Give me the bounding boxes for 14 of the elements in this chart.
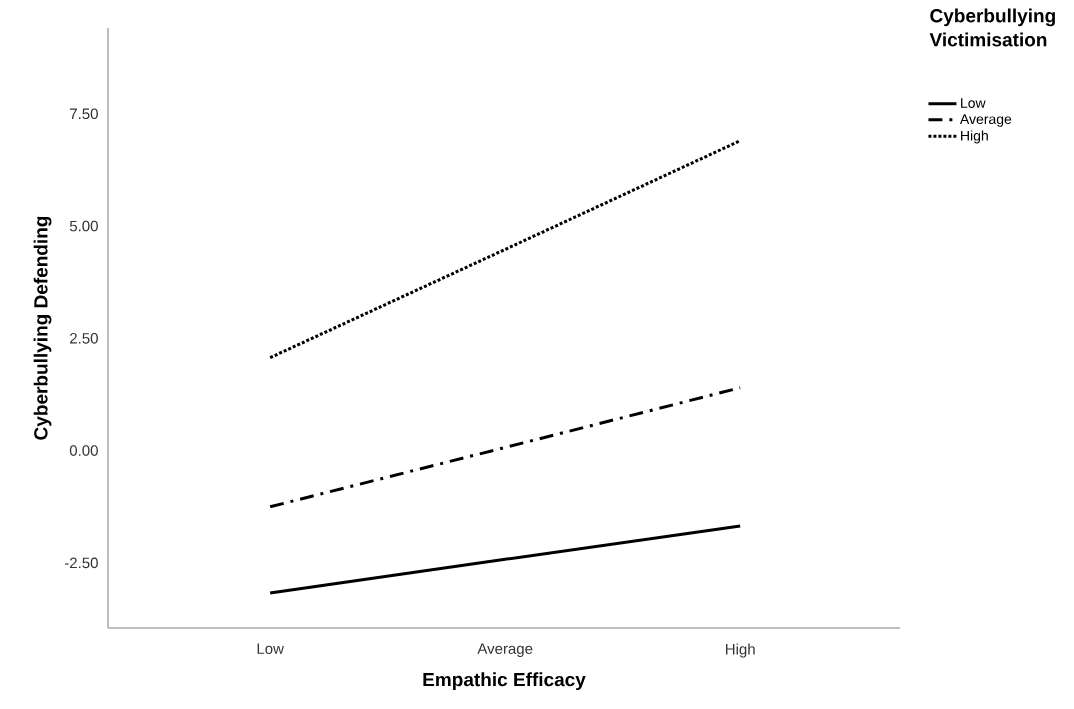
x-tick-label: Average bbox=[477, 643, 533, 657]
x-tick-label: Low bbox=[257, 643, 284, 654]
x-tick-label: High bbox=[726, 643, 755, 658]
legend-label: Low bbox=[961, 98, 986, 108]
y-tick-label: 0.00 bbox=[69, 445, 98, 456]
legend-title: Cyberbullying Victimisation bbox=[929, 8, 1055, 47]
legend-label: Average bbox=[959, 114, 1012, 127]
y-axis-title: Cyberbullying Defending bbox=[33, 216, 52, 440]
y-tick-label: 2.50 bbox=[70, 333, 98, 344]
x-axis-title: Empathic Efficacy bbox=[423, 672, 586, 691]
y-tick-label: -2.50 bbox=[64, 557, 98, 569]
legend-label: High bbox=[961, 130, 988, 144]
y-tick-label: 5.00 bbox=[69, 220, 98, 232]
y-tick-label: 7.50 bbox=[70, 108, 98, 120]
